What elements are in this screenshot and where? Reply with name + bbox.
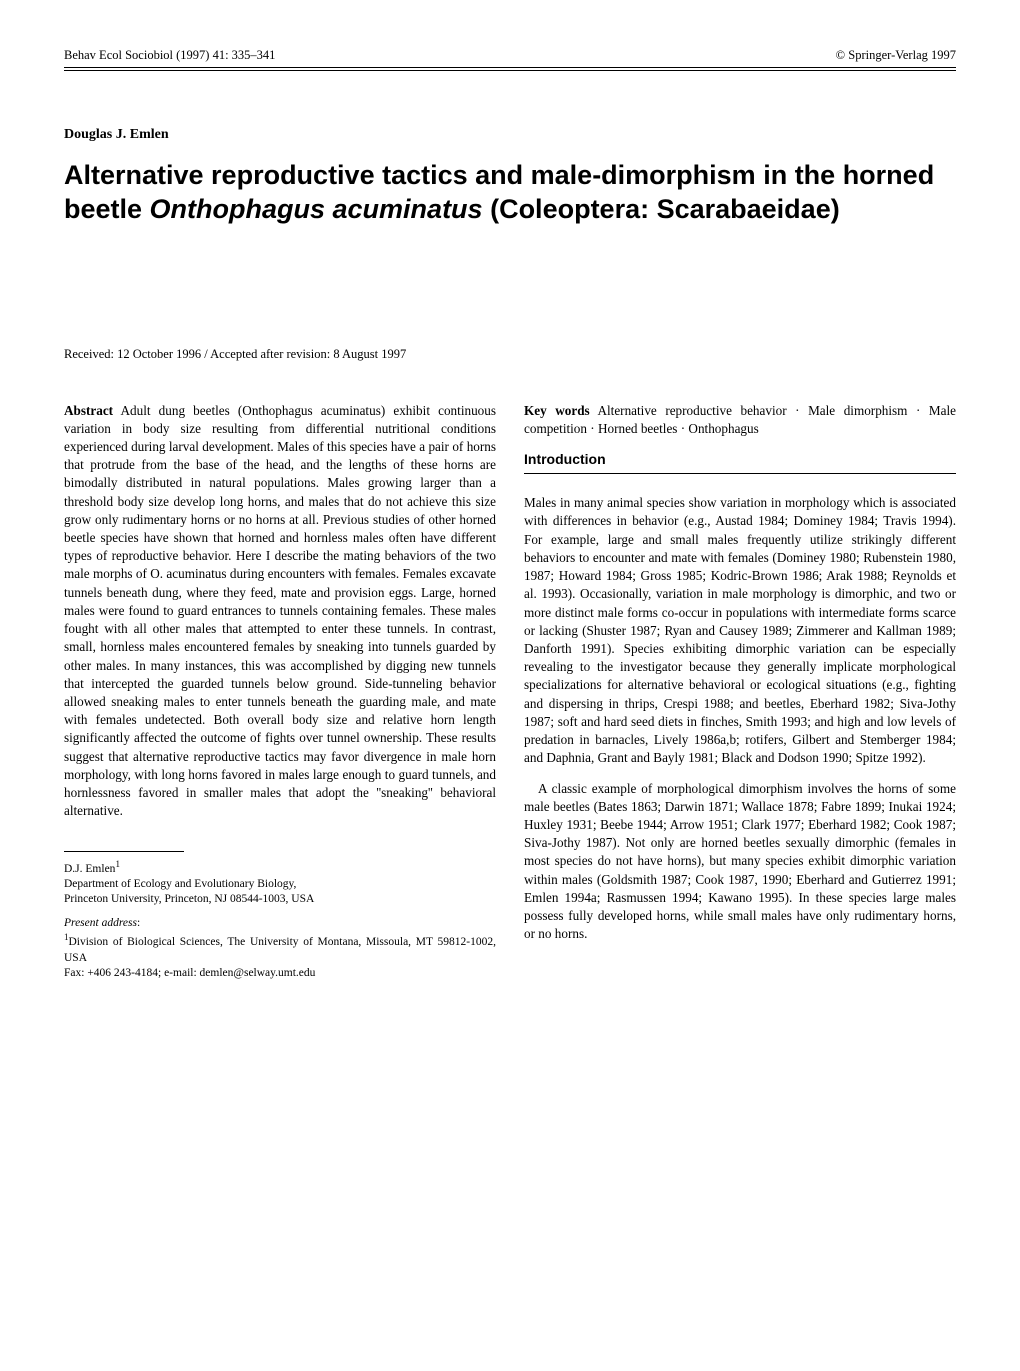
present-address-text: Division of Biological Sciences, The Uni… xyxy=(64,936,496,964)
abstract-paragraph: Abstract Adult dung beetles (Onthophagus… xyxy=(64,402,496,821)
author-name: Douglas J. Emlen xyxy=(64,127,956,143)
journal-header: Behav Ecol Sociobiol (1997) 41: 335–341 … xyxy=(64,48,956,68)
footer-department: Department of Ecology and Evolutionary B… xyxy=(64,877,496,893)
journal-citation: Behav Ecol Sociobiol (1997) 41: 335–341 xyxy=(64,48,275,63)
right-column: Key words Alternative reproductive behav… xyxy=(524,402,956,982)
two-column-body: Abstract Adult dung beetles (Onthophagus… xyxy=(64,402,956,982)
footer-author-name: D.J. Emlen xyxy=(64,862,115,874)
header-rule xyxy=(64,70,956,71)
introduction-heading: Introduction xyxy=(524,450,956,469)
keywords-text: Alternative reproductive behavior · Male… xyxy=(524,403,956,436)
left-column: Abstract Adult dung beetles (Onthophagus… xyxy=(64,402,496,982)
title-species-italic: Onthophagus acuminatus xyxy=(150,194,483,224)
footer-superscript-1: 1 xyxy=(115,859,120,869)
title-text-2: (Coleoptera: Scarabaeidae) xyxy=(483,194,840,224)
footer-rule xyxy=(64,851,184,852)
present-address-label: Present address xyxy=(64,917,137,929)
footer-university: Princeton University, Princeton, NJ 0854… xyxy=(64,892,496,908)
received-line: Received: 12 October 1996 / Accepted aft… xyxy=(64,347,956,362)
present-address-line: 1Division of Biological Sciences, The Un… xyxy=(64,931,496,966)
keywords-paragraph: Key words Alternative reproductive behav… xyxy=(524,402,956,438)
footer-author-line: D.J. Emlen1 xyxy=(64,858,496,877)
keywords-label: Key words xyxy=(524,403,590,418)
intro-paragraph-2: A classic example of morphological dimor… xyxy=(524,780,956,944)
footer-fax-email: Fax: +406 243-4184; e-mail: demlen@selwa… xyxy=(64,966,496,982)
copyright: © Springer-Verlag 1997 xyxy=(836,48,956,63)
present-address-block: Present address: xyxy=(64,916,496,932)
introduction-rule xyxy=(524,473,956,474)
intro-paragraph-1: Males in many animal species show variat… xyxy=(524,494,956,767)
abstract-text: Adult dung beetles (Onthophagus acuminat… xyxy=(64,403,496,819)
abstract-label: Abstract xyxy=(64,403,113,418)
present-address-colon: : xyxy=(137,917,140,929)
author-footer: D.J. Emlen1 Department of Ecology and Ev… xyxy=(64,851,496,982)
article-title: Alternative reproductive tactics and mal… xyxy=(64,159,956,227)
